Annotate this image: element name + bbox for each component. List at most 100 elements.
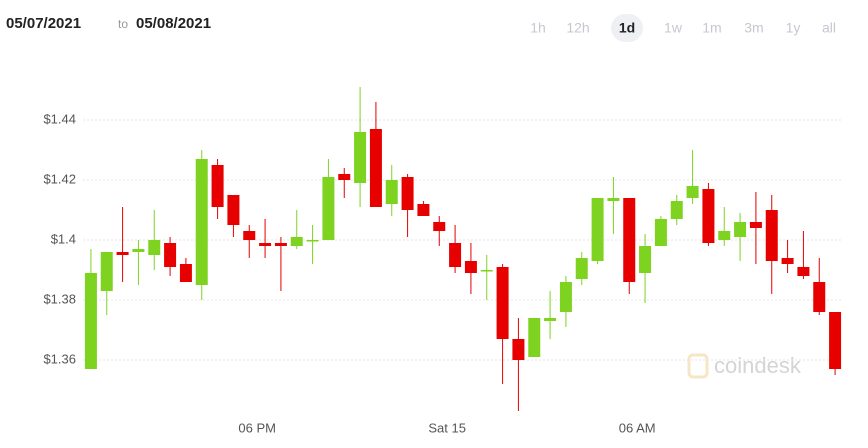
candle-body	[227, 195, 240, 225]
candle-body	[480, 270, 493, 272]
candle	[243, 225, 256, 258]
candle	[148, 210, 161, 270]
candle	[480, 255, 493, 300]
candle	[686, 150, 699, 204]
range-button[interactable]: 1y	[786, 20, 801, 36]
candle	[749, 192, 762, 264]
candle	[734, 213, 747, 261]
candle	[132, 240, 145, 285]
candle-body	[575, 258, 588, 279]
candle-body	[338, 174, 351, 180]
watermark: coindesk	[687, 353, 802, 379]
candle-body	[179, 264, 192, 282]
candle	[195, 150, 208, 300]
candle	[781, 240, 794, 273]
date-separator: to	[118, 17, 128, 31]
candle-body	[623, 198, 636, 282]
candle	[623, 198, 636, 294]
x-tick-label: 06 PM	[238, 420, 276, 435]
y-tick-label: $1.36	[43, 351, 76, 366]
candle-body	[354, 132, 367, 183]
candle-body	[100, 252, 113, 291]
candle	[211, 159, 224, 219]
candle-body	[749, 222, 762, 228]
candle-body	[702, 189, 715, 243]
watermark-text: coindesk	[714, 353, 802, 378]
candle-body	[639, 246, 652, 273]
range-button[interactable]: 1d	[619, 20, 635, 36]
candle	[591, 198, 604, 264]
range-button[interactable]: all	[822, 20, 836, 36]
candle-body	[274, 243, 287, 246]
range-button[interactable]: 3m	[744, 20, 763, 36]
candle	[306, 225, 319, 264]
candle-body	[718, 231, 731, 240]
candle	[290, 210, 303, 249]
candle-body	[607, 198, 620, 201]
candle-body	[369, 129, 382, 207]
candle	[654, 216, 667, 246]
candle	[670, 195, 683, 225]
range-button[interactable]: 12h	[566, 20, 589, 36]
candle	[369, 102, 382, 207]
candle-body	[322, 177, 335, 240]
candle-body	[670, 201, 683, 219]
candle	[512, 318, 525, 411]
candle-body	[449, 243, 462, 267]
candle-body	[290, 237, 303, 246]
x-tick-label: 06 AM	[619, 420, 656, 435]
candle	[164, 237, 177, 276]
candle	[227, 195, 240, 237]
watermark-logo	[687, 353, 709, 379]
candle-body	[797, 267, 810, 276]
candle-body	[433, 222, 446, 231]
date-to: 05/08/2021	[136, 15, 211, 32]
candle-body	[686, 186, 699, 198]
candle-body	[813, 282, 826, 312]
candle-body	[132, 249, 145, 252]
candle	[449, 225, 462, 273]
y-tick-label: $1.4	[51, 231, 76, 246]
range-button[interactable]: 1m	[702, 20, 721, 36]
x-tick-label: Sat 15	[428, 420, 466, 435]
candle	[433, 216, 446, 246]
candle-body	[528, 318, 541, 357]
candle	[797, 231, 810, 279]
candle-body	[464, 261, 477, 273]
candle	[116, 207, 129, 282]
date-from: 05/07/2021	[6, 15, 81, 32]
candle	[765, 195, 778, 294]
candle	[718, 207, 731, 246]
candle	[829, 312, 842, 375]
candle-body	[385, 180, 398, 204]
candle-body	[148, 240, 161, 255]
candle-body	[211, 165, 224, 207]
range-button[interactable]: 1h	[530, 20, 546, 36]
candle-body	[591, 198, 604, 261]
candle-body	[195, 159, 208, 285]
candle	[338, 168, 351, 198]
candle-body	[734, 222, 747, 237]
candle-body	[259, 243, 272, 246]
candle	[417, 201, 430, 216]
candle	[496, 264, 509, 384]
candle	[100, 252, 113, 315]
candle-body	[164, 243, 177, 267]
range-button[interactable]: 1w	[664, 20, 683, 36]
candle	[274, 237, 287, 291]
candle-body	[116, 252, 129, 255]
candle	[464, 243, 477, 294]
candle-body	[84, 273, 97, 369]
candle-body	[243, 231, 256, 240]
candle-body	[544, 318, 557, 321]
candle	[322, 159, 335, 240]
y-tick-label: $1.44	[43, 111, 76, 126]
candle-body	[512, 339, 525, 360]
candle-body	[654, 219, 667, 246]
candle-body	[417, 204, 430, 216]
candle	[544, 291, 557, 339]
candle	[528, 318, 541, 357]
candle-body	[401, 177, 414, 210]
candle-body	[829, 312, 842, 369]
candle	[385, 165, 398, 216]
